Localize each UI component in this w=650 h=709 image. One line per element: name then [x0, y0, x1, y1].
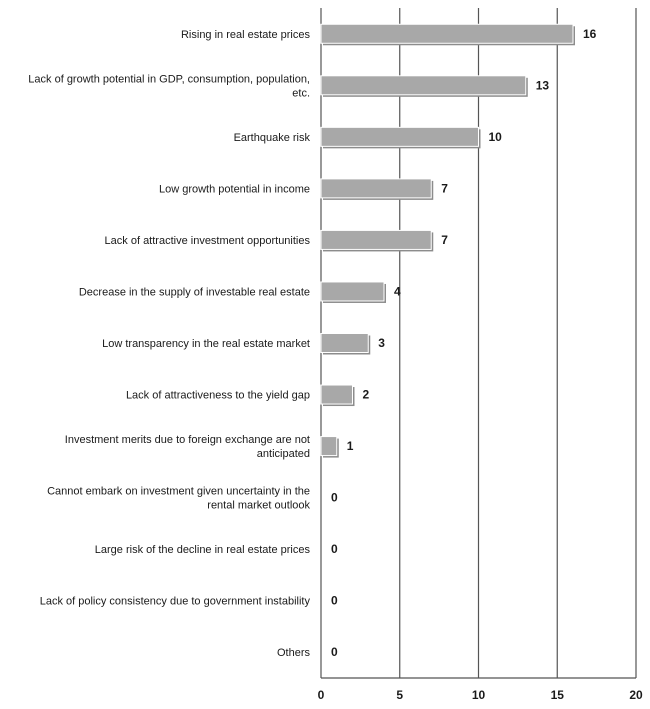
- x-tick-label: 10: [472, 688, 486, 702]
- category-label: Low growth potential in income: [159, 183, 310, 195]
- bar-value-label: 0: [331, 594, 338, 608]
- bar-value-label: 7: [441, 181, 448, 195]
- category-label: Investment merits due to foreign exchang…: [65, 434, 310, 460]
- category-label: Lack of policy consistency due to govern…: [40, 596, 311, 608]
- x-tick-label: 15: [551, 688, 565, 702]
- bar: [320, 436, 338, 457]
- category-label: Large risk of the decline in real estate…: [95, 544, 311, 556]
- bars: [320, 23, 575, 458]
- category-label: Others: [277, 647, 311, 659]
- category-label: Lack of attractiveness to the yield gap: [126, 390, 310, 402]
- category-label: Earthquake risk: [234, 132, 311, 144]
- category-label: Decrease in the supply of investable rea…: [79, 286, 310, 298]
- bar-value-label: 0: [331, 491, 338, 505]
- x-tick-label: 5: [396, 688, 403, 702]
- bar-value-label: 7: [441, 233, 448, 247]
- bar: [320, 178, 432, 199]
- bar: [320, 75, 527, 96]
- bar-value-label: 1: [347, 439, 354, 453]
- x-axis-ticks: 0 5 10 15 20: [318, 688, 643, 702]
- bar: [320, 384, 353, 405]
- bar: [320, 281, 385, 302]
- category-label: Lack of growth potential in GDP, consump…: [28, 73, 310, 99]
- bar: [320, 333, 369, 353]
- bar: [320, 23, 574, 44]
- bar-value-label: 13: [536, 78, 550, 92]
- bar: [320, 126, 479, 147]
- bar-value-label: 3: [378, 336, 385, 350]
- grid-lines: [320, 8, 637, 679]
- bar-value-label: 0: [331, 645, 338, 659]
- bar: [320, 229, 432, 250]
- x-tick-label: 20: [629, 688, 643, 702]
- bar-value-label: 16: [583, 27, 597, 41]
- bar-value-label: 0: [331, 542, 338, 556]
- category-label: Cannot embark on investment given uncert…: [47, 486, 310, 512]
- category-labels: Rising in real estate prices Lack of grow…: [28, 29, 310, 659]
- bar-value-label: 10: [489, 130, 503, 144]
- category-label: Rising in real estate prices: [181, 29, 311, 41]
- bar-value-label: 4: [394, 284, 401, 298]
- bar-value-label: 2: [363, 388, 370, 402]
- category-label: Low transparency in the real estate mark…: [102, 338, 310, 350]
- x-tick-label: 0: [318, 688, 325, 702]
- category-label: Lack of attractive investment opportunit…: [105, 235, 311, 247]
